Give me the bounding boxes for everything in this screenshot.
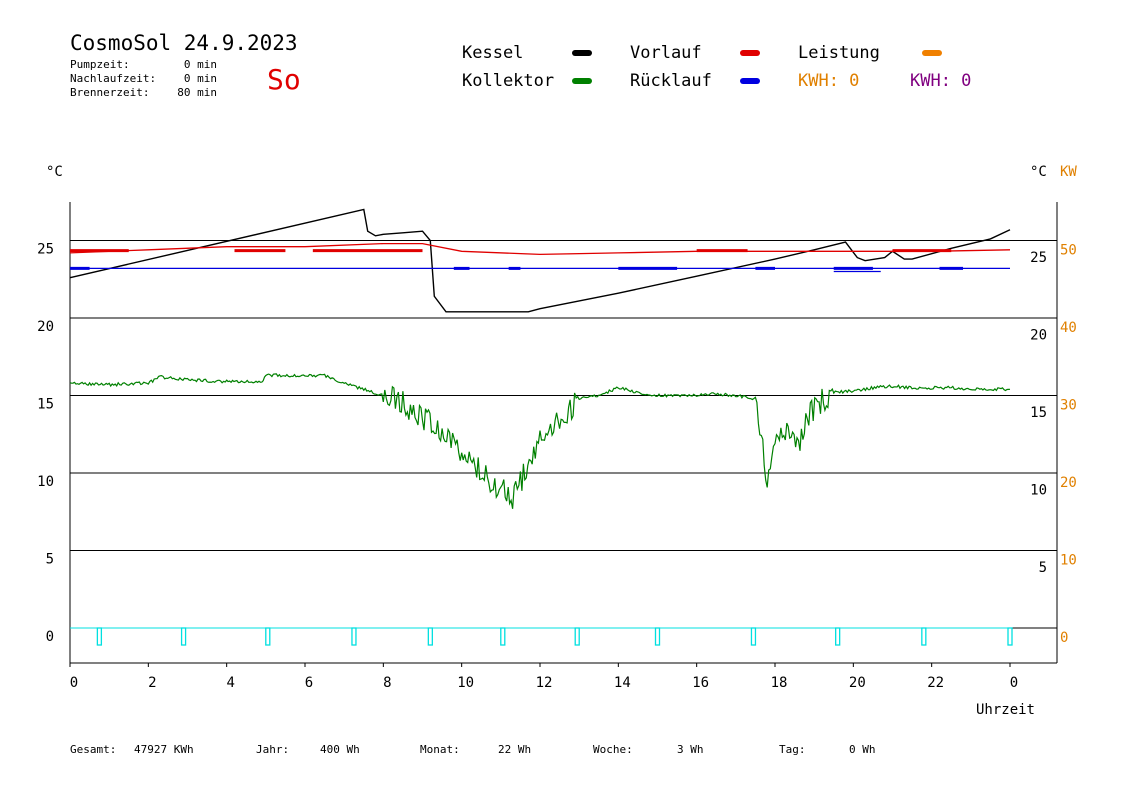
legend-kollektor-label: Kollektor <box>462 71 554 91</box>
x-tick-label: 14 <box>614 675 631 691</box>
series-kollektor <box>69 373 1011 509</box>
legend-leistung-label: Leistung <box>798 43 880 63</box>
y-tick-kw: 0 <box>1060 630 1068 646</box>
legend-ruecklauf-label: Rücklauf <box>630 71 712 91</box>
footer-monat-value: 22 Wh <box>498 743 531 756</box>
y-tick-right: 25 <box>1030 250 1047 266</box>
y-tick-kw: 30 <box>1060 398 1077 414</box>
x-tick-label: 18 <box>771 675 788 691</box>
legend-kessel-label: Kessel <box>462 43 523 63</box>
stat-label-pump: Pumpzeit: <box>70 58 130 71</box>
legend: Kessel Kollektor Vorlauf Rücklauf Leistu… <box>462 43 971 91</box>
x-tick-label: 0 <box>70 675 78 691</box>
footer-jahr-label: Jahr: <box>256 743 289 756</box>
pulse-marker <box>654 627 661 646</box>
footer-woche-label: Woche: <box>593 743 633 756</box>
footer-stats: Gesamt: 47927 KWh Jahr: 400 Wh Monat: 22… <box>70 743 876 756</box>
footer-tag-label: Tag: <box>779 743 806 756</box>
pulse-marker <box>1007 627 1013 646</box>
pulse-marker <box>265 627 271 646</box>
pulse-marker <box>750 627 757 646</box>
pulse-marker <box>835 627 841 646</box>
y-tick-left: 25 <box>37 242 54 258</box>
x-tick-label: 20 <box>849 675 866 691</box>
x-tick-label: 2 <box>148 675 156 691</box>
footer-jahr-value: 400 Wh <box>320 743 360 756</box>
y-tick-left: 10 <box>37 474 54 490</box>
legend-ruecklauf-swatch <box>740 78 760 84</box>
series-kessel <box>69 208 1011 313</box>
y-tick-left: 5 <box>46 552 54 568</box>
stat-value-nachlauf: 0 min <box>184 72 217 85</box>
pulse-marker <box>96 627 103 646</box>
legend-vorlauf-label: Vorlauf <box>630 43 702 63</box>
x-tick-label: 4 <box>226 675 234 691</box>
y-tick-left: 20 <box>37 319 54 335</box>
y-tick-left: 15 <box>37 397 54 413</box>
x-tick-label: 16 <box>692 675 709 691</box>
stats-block: Pumpzeit: 0 min Nachlaufzeit: 0 min Bren… <box>70 58 217 99</box>
pulse-marker <box>921 627 927 646</box>
y-tick-kw: 10 <box>1060 553 1077 569</box>
footer-monat-label: Monat: <box>420 743 460 756</box>
stat-value-brenner: 80 min <box>177 86 217 99</box>
y-tick-right: 10 <box>1030 483 1047 499</box>
x-tick-label: 0 <box>1010 675 1018 691</box>
stat-label-brenner: Brennerzeit: <box>70 86 149 99</box>
x-tick-label: 8 <box>383 675 391 691</box>
x-tick-label: 10 <box>457 675 474 691</box>
x-tick-label: 12 <box>536 675 553 691</box>
footer-woche-value: 3 Wh <box>677 743 704 756</box>
y-tick-left: 0 <box>46 629 54 645</box>
x-axis-label: Uhrzeit <box>976 702 1035 718</box>
legend-kollektor-swatch <box>572 78 592 84</box>
footer-tag-value: 0 Wh <box>849 743 876 756</box>
y-tick-kw: 40 <box>1060 320 1077 336</box>
footer-gesamt-label: Gesamt: <box>70 743 116 756</box>
series-vorlauf <box>69 242 1011 256</box>
y-tick-right: 20 <box>1030 328 1047 344</box>
y-tick-right: 5 <box>1039 560 1047 576</box>
chart-title: CosmoSol 24.9.2023 <box>70 31 298 55</box>
x-tick-label: 6 <box>305 675 313 691</box>
legend-leistung-swatch <box>922 50 942 56</box>
pulse-marker <box>351 627 357 646</box>
pulse-marker <box>500 627 506 646</box>
stat-value-pump: 0 min <box>184 58 217 71</box>
x-tick-label: 22 <box>927 675 944 691</box>
pulse-marker <box>427 627 433 646</box>
right-unit-label: °C <box>1030 164 1047 180</box>
plot-area: 0 5 10 15 20 25 5 10 15 20 25 0 10 20 30 40 50 0 2 4 6 8 10 12 1… <box>37 202 1077 691</box>
right2-unit-label: KW <box>1060 164 1077 180</box>
legend-kwh-purple: KWH: 0 <box>910 71 971 91</box>
stat-label-nachlauf: Nachlaufzeit: <box>70 72 156 85</box>
legend-vorlauf-swatch <box>740 50 760 56</box>
pulse-marker <box>574 627 580 646</box>
y-tick-kw: 50 <box>1060 243 1077 259</box>
y-tick-right: 15 <box>1030 405 1047 421</box>
day-label: So <box>267 63 301 96</box>
y-tick-kw: 20 <box>1060 475 1077 491</box>
footer-gesamt-value: 47927 KWh <box>134 743 194 756</box>
pulse-marker <box>180 627 187 646</box>
legend-kessel-swatch <box>572 50 592 56</box>
left-unit-label: °C <box>46 164 63 180</box>
legend-kwh-orange: KWH: 0 <box>798 71 859 91</box>
